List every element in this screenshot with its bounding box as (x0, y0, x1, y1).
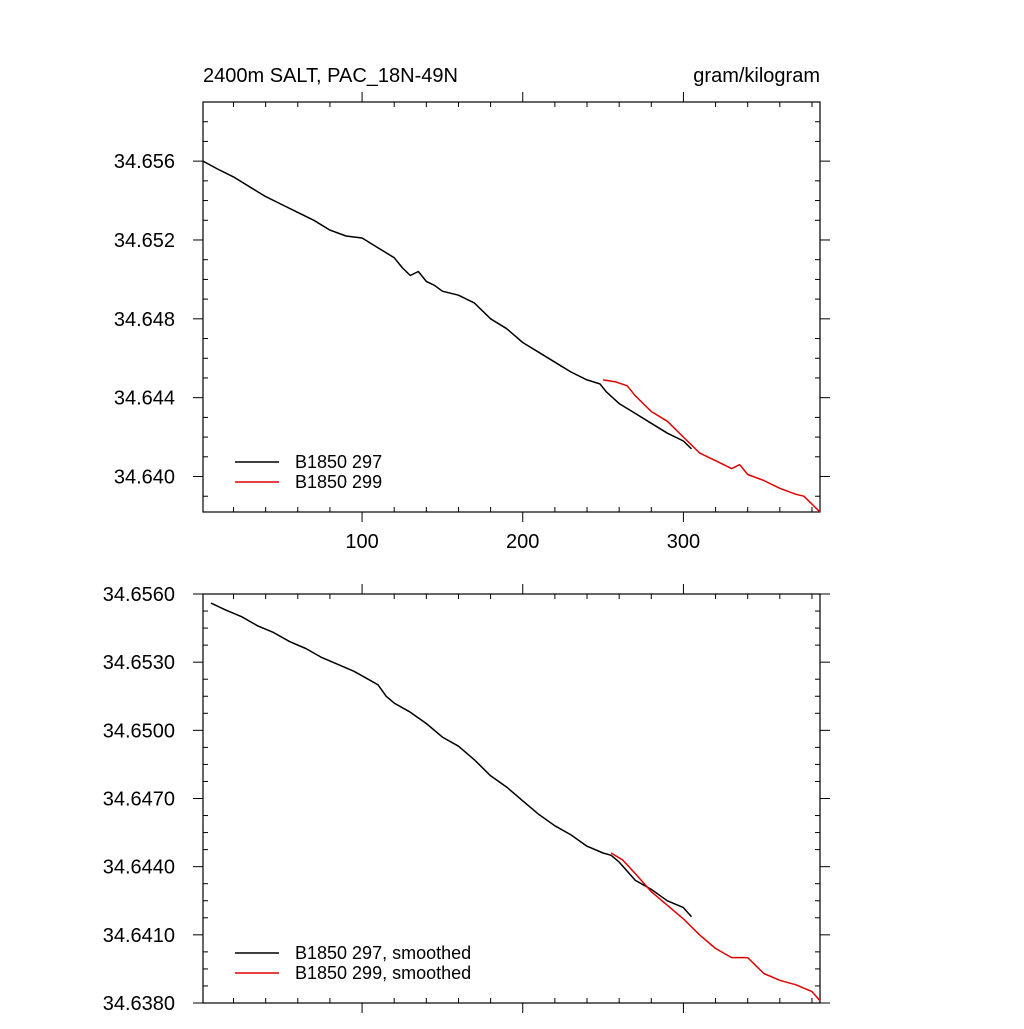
plot-frame (202, 593, 821, 1004)
top-panel: 100 200 300 34.640 34.644 34.648 34.652 34.656 B… (114, 92, 830, 553)
legend-label: B1850 297 (295, 452, 382, 472)
plot-frame (202, 101, 821, 513)
bottom-panel: 34.6380 34.6410 34.6440 34.6470 34.6500 34.65… (103, 584, 830, 1015)
y-tick-label: 34.6470 (103, 789, 175, 811)
y-tick-label: 34.640 (114, 467, 175, 489)
series-line-1 (202, 160, 693, 450)
legend-label: B1850 297, smoothed (295, 943, 471, 963)
series-line-2 (610, 852, 821, 1002)
chart-title: 2400m SALT, PAC_18N-49N (203, 65, 458, 87)
x-tick-label: 300 (667, 531, 700, 553)
y-tick-label: 34.652 (114, 230, 175, 252)
y-tick-label: 34.6410 (103, 925, 175, 947)
y-tick-label: 34.644 (114, 388, 175, 410)
legend-label: B1850 299 (295, 472, 382, 492)
y-tick-label: 34.6440 (103, 857, 175, 879)
legend-label: B1850 299, smoothed (295, 963, 471, 983)
chart-units: gram/kilogram (693, 65, 820, 87)
y-tick-label: 34.6500 (103, 720, 175, 742)
y-tick-label: 34.656 (114, 151, 175, 173)
series-line-2 (602, 379, 821, 513)
series-line-1 (210, 602, 693, 918)
x-tick-label: 100 (345, 531, 378, 553)
y-tick-label: 34.6530 (103, 652, 175, 674)
y-tick-label: 34.648 (114, 309, 175, 331)
x-tick-label: 200 (506, 531, 539, 553)
y-tick-label: 34.6560 (103, 584, 175, 606)
y-tick-label: 34.6380 (103, 993, 175, 1015)
